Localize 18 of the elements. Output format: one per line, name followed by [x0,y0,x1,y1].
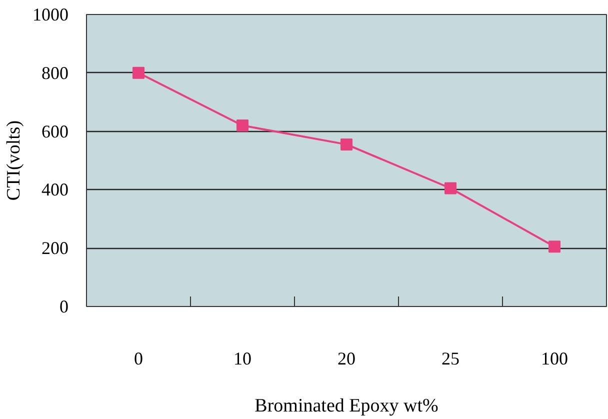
x-tick-label: 20 [338,348,356,368]
point [132,66,144,79]
y-tick-label: 0 [60,296,68,316]
x-tick-label: 0 [134,348,143,368]
x-tick-label: 25 [442,348,460,368]
point [236,119,248,132]
y-tick-label: 400 [42,180,68,200]
point [548,240,560,253]
point [340,138,352,150]
x-tick-label: 10 [234,348,252,368]
x-axis-title: Brominated Epoxy wt% [254,396,438,416]
y-tick-label: 600 [42,121,68,142]
x-tick-label: 100 [541,348,568,368]
y-tick-label: 1000 [32,4,68,24]
y-tick-label: 800 [42,62,68,83]
point [444,182,456,194]
y-axis-title: CTI(volts) [4,120,24,201]
y-tick-label: 200 [42,238,68,258]
